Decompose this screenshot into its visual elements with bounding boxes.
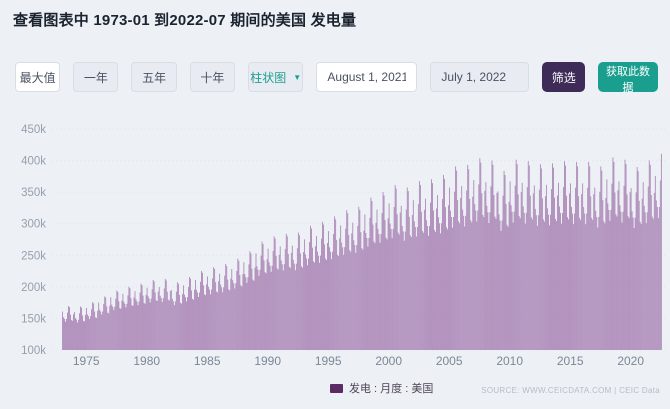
filter-toolbar: 最大值 一年 五年 十年 柱状图 ▼ 筛选 获取此数据	[15, 62, 658, 94]
get-data-button[interactable]: 获取此数据	[598, 62, 658, 94]
svg-text:2015: 2015	[557, 354, 584, 368]
svg-text:200k: 200k	[21, 282, 46, 294]
svg-text:1975: 1975	[73, 354, 100, 368]
chart-type-select[interactable]: 柱状图 ▼	[247, 62, 304, 92]
svg-text:400k: 400k	[21, 156, 46, 168]
y-axis: 450k 400k 350k 300k 250k 200k 150k 100k	[21, 124, 666, 357]
filter-button[interactable]: 筛选	[542, 62, 586, 92]
svg-text:2010: 2010	[496, 354, 523, 368]
svg-text:300k: 300k	[21, 219, 46, 231]
chart-type-value: 柱状图	[250, 70, 287, 85]
svg-text:350k: 350k	[21, 187, 46, 199]
svg-text:150k: 150k	[21, 313, 46, 325]
end-date-input[interactable]	[430, 62, 530, 92]
legend-swatch-icon	[330, 383, 343, 393]
range-button-max[interactable]: 最大值	[15, 62, 61, 92]
chart-legend[interactable]: 发电 : 月度 : 美国	[330, 382, 434, 395]
range-button-10y[interactable]: 十年	[189, 62, 235, 92]
svg-text:1995: 1995	[315, 354, 342, 368]
svg-text:1980: 1980	[133, 354, 160, 368]
source-attribution: SOURCE: WWW.CEICDATA.COM | CEIC Data	[481, 386, 660, 395]
chart-area[interactable]: 450k 400k 350k 300k 250k 200k 150k 100k 1975 1980…	[0, 98, 670, 382]
svg-text:2020: 2020	[617, 354, 644, 368]
svg-text:1990: 1990	[254, 354, 281, 368]
svg-text:450k: 450k	[21, 124, 46, 136]
svg-text:1985: 1985	[194, 354, 221, 368]
legend-label: 发电 : 月度 : 美国	[349, 383, 434, 395]
chevron-down-icon: ▼	[293, 72, 302, 82]
range-button-5y[interactable]: 五年	[131, 62, 177, 92]
svg-text:2000: 2000	[375, 354, 402, 368]
bars	[62, 153, 662, 350]
start-date-input[interactable]	[316, 62, 418, 92]
page-title: 查看图表中 1973-01 到2022-07 期间的美国 发电量	[13, 12, 357, 29]
x-axis: 1975 1980 1985 1990 1995 2000 2005 2010 2015 2020	[73, 354, 645, 368]
range-button-1y[interactable]: 一年	[73, 62, 119, 92]
svg-text:250k: 250k	[21, 250, 46, 262]
electricity-production-bar-chart[interactable]: 450k 400k 350k 300k 250k 200k 150k 100k 1975 1980…	[0, 98, 670, 382]
svg-text:100k: 100k	[21, 345, 46, 357]
svg-text:2005: 2005	[436, 354, 463, 368]
